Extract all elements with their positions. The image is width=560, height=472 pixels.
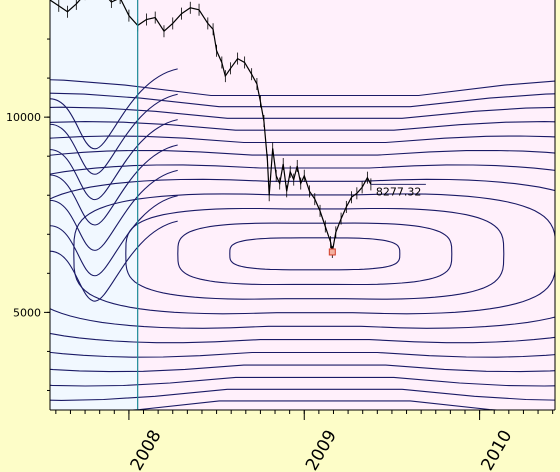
contour-line xyxy=(50,164,555,344)
contour-line xyxy=(50,178,555,329)
contour-line-left xyxy=(50,119,178,201)
low-point-marker xyxy=(328,248,336,256)
contour-line-left xyxy=(50,144,178,226)
contour-line xyxy=(125,207,505,300)
contour-lines xyxy=(50,68,555,410)
series-line xyxy=(50,0,372,253)
contour-line xyxy=(73,193,555,315)
last-value-label: 8277.32 xyxy=(376,185,422,198)
markers xyxy=(137,0,336,410)
y-tick-label: 5000 xyxy=(13,306,41,319)
contour-line xyxy=(177,222,453,286)
plot-background-left xyxy=(50,0,138,410)
y-tick-label: 10000 xyxy=(6,111,41,124)
contour-line-left xyxy=(50,195,178,277)
contour-line-left xyxy=(50,93,178,175)
contour-line-left xyxy=(50,169,178,251)
contour-line xyxy=(229,237,401,271)
contour-line-left xyxy=(50,68,178,150)
plot-background xyxy=(50,0,555,410)
contour-line-left xyxy=(50,220,178,302)
